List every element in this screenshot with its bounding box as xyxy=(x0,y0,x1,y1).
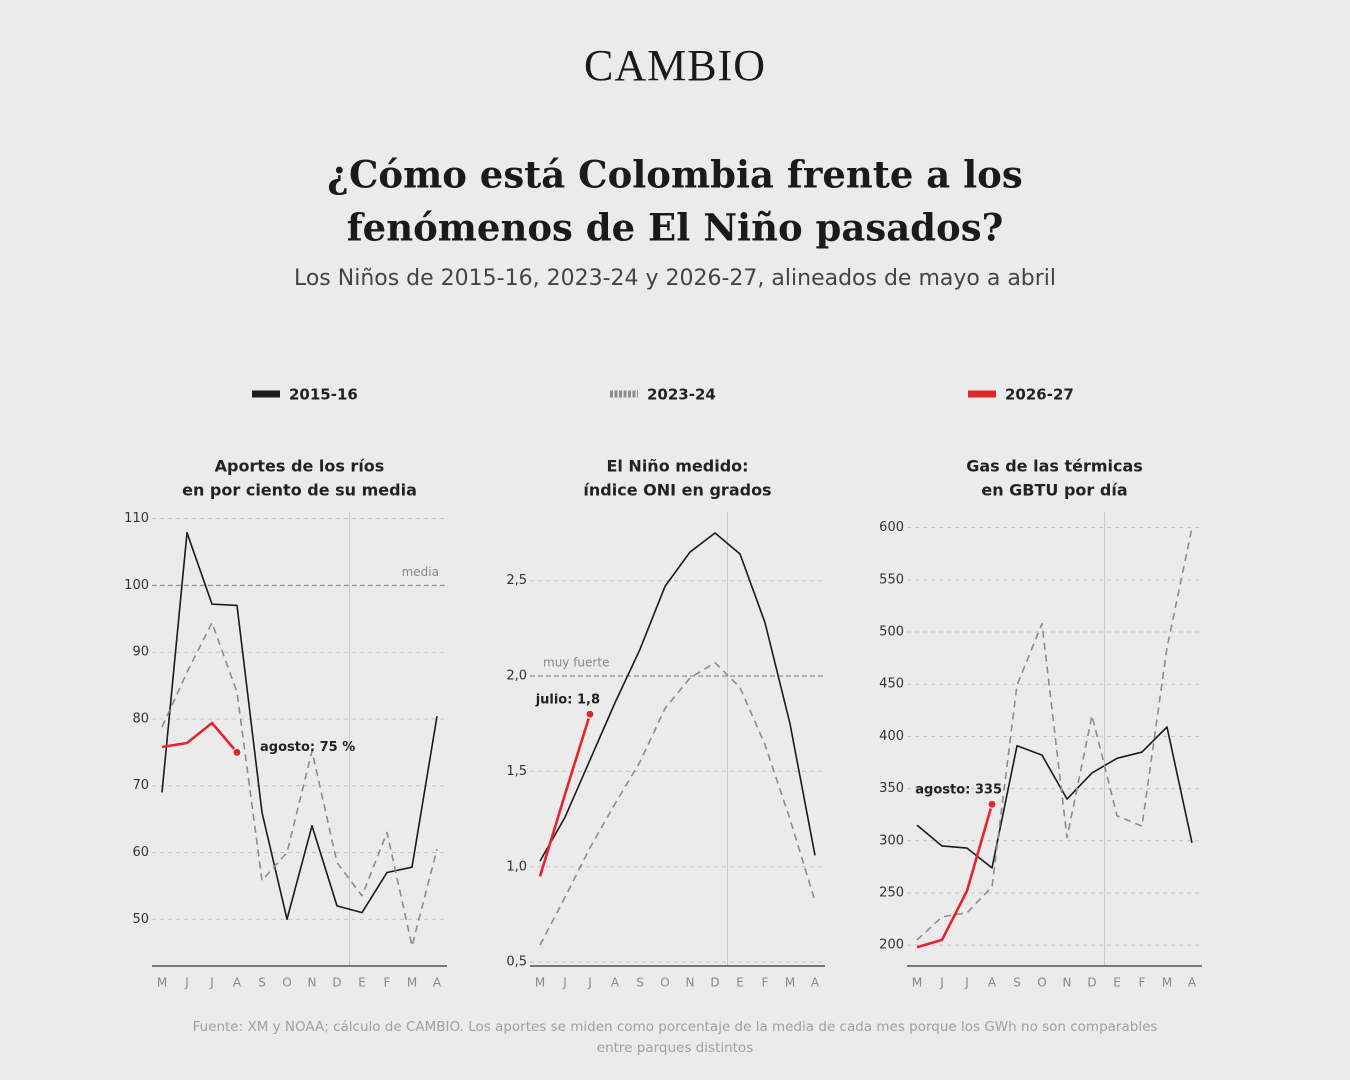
x-tick-label: D xyxy=(710,976,719,990)
x-tick-label: S xyxy=(636,976,644,990)
title-line: ¿Cómo está Colombia frente a los xyxy=(327,153,1022,197)
y-tick-label: 600 xyxy=(879,520,904,535)
brand: CAMBIO xyxy=(584,41,766,90)
x-tick-label: O xyxy=(660,976,669,990)
series-line xyxy=(916,527,1193,941)
x-tick-label: A xyxy=(811,976,820,990)
x-tick-label: N xyxy=(1063,976,1072,990)
y-tick-label: 450 xyxy=(879,677,904,692)
series-line xyxy=(916,803,994,949)
reference-label: media xyxy=(402,565,439,579)
x-tick-label: A xyxy=(233,976,242,990)
y-tick-label: 500 xyxy=(879,625,904,640)
x-tick-label: E xyxy=(1113,976,1121,990)
legend-label: 2015-16 xyxy=(289,386,358,404)
y-tick-label: 1,5 xyxy=(506,764,527,779)
y-tick-label: 200 xyxy=(879,938,904,953)
chart-title: en GBTU por día xyxy=(981,481,1127,500)
y-tick-label: 300 xyxy=(879,833,904,848)
legend-label: 2026-27 xyxy=(1005,386,1074,404)
x-tick-label: N xyxy=(686,976,695,990)
y-tick-label: 60 xyxy=(132,845,149,860)
value-label: julio: 1,8 xyxy=(535,693,600,708)
y-tick-label: 250 xyxy=(879,885,904,900)
series-line xyxy=(539,661,816,946)
x-tick-label: A xyxy=(988,976,997,990)
chart-title: índice ONI en grados xyxy=(583,481,771,500)
y-tick-label: 50 xyxy=(132,912,149,927)
series-line xyxy=(538,713,592,877)
y-tick-label: 2,5 xyxy=(506,573,527,588)
x-tick-label: M xyxy=(535,976,545,990)
x-tick-label: E xyxy=(358,976,366,990)
x-tick-label: O xyxy=(282,976,291,990)
end-point xyxy=(585,709,595,719)
x-tick-label: M xyxy=(785,976,795,990)
x-tick-label: O xyxy=(1037,976,1046,990)
end-point xyxy=(987,799,997,809)
x-tick-label: J xyxy=(184,976,189,990)
x-tick-label: S xyxy=(1013,976,1021,990)
x-tick-label: N xyxy=(308,976,317,990)
y-tick-label: 110 xyxy=(124,511,149,526)
y-tick-label: 90 xyxy=(132,645,149,660)
y-tick-label: 550 xyxy=(879,572,904,587)
x-tick-label: J xyxy=(939,976,944,990)
x-tick-label: E xyxy=(736,976,744,990)
y-tick-label: 100 xyxy=(124,578,149,593)
reference-label: muy fuerte xyxy=(543,656,609,670)
y-tick-label: 350 xyxy=(879,781,904,796)
end-point xyxy=(232,747,242,757)
chart-title: Gas de las térmicas xyxy=(966,457,1143,476)
chart-title: El Niño medido: xyxy=(606,457,748,476)
x-tick-label: F xyxy=(384,976,391,990)
x-tick-label: A xyxy=(1188,976,1197,990)
x-tick-label: S xyxy=(258,976,266,990)
title-line: fenómenos de El Niño pasados? xyxy=(347,206,1004,250)
x-tick-label: D xyxy=(1087,976,1096,990)
y-tick-label: 2,0 xyxy=(506,669,527,684)
x-tick-label: J xyxy=(562,976,567,990)
x-tick-label: A xyxy=(611,976,620,990)
x-tick-label: F xyxy=(762,976,769,990)
series-line xyxy=(539,532,816,862)
x-tick-label: A xyxy=(433,976,442,990)
x-tick-label: J xyxy=(964,976,969,990)
chart-title: en por ciento de su media xyxy=(182,481,417,500)
y-tick-label: 1,0 xyxy=(506,859,527,874)
x-tick-label: M xyxy=(157,976,167,990)
legend-label: 2023-24 xyxy=(647,386,716,404)
series-line xyxy=(916,726,1193,869)
x-tick-label: M xyxy=(1162,976,1172,990)
x-tick-label: F xyxy=(1139,976,1146,990)
chart-title: Aportes de los ríos xyxy=(215,457,385,476)
series-line xyxy=(161,622,438,947)
subtitle: Los Niños de 2015-16, 2023-24 y 2026-27,… xyxy=(294,266,1056,291)
series-line xyxy=(161,531,438,921)
x-tick-label: M xyxy=(407,976,417,990)
y-tick-label: 0,5 xyxy=(506,955,527,970)
value-label: agosto: 335 xyxy=(915,783,1002,798)
x-tick-label: M xyxy=(912,976,922,990)
x-tick-label: D xyxy=(332,976,341,990)
source: Fuente: XM y NOAA; cálculo de CAMBIO. Lo… xyxy=(192,1019,1158,1056)
x-tick-label: J xyxy=(209,976,214,990)
x-tick-label: J xyxy=(587,976,592,990)
value-label: agosto: 75 % xyxy=(260,740,355,755)
y-tick-label: 70 xyxy=(132,778,149,793)
y-tick-label: 400 xyxy=(879,729,904,744)
series-line xyxy=(161,721,238,754)
y-tick-label: 80 xyxy=(132,711,149,726)
